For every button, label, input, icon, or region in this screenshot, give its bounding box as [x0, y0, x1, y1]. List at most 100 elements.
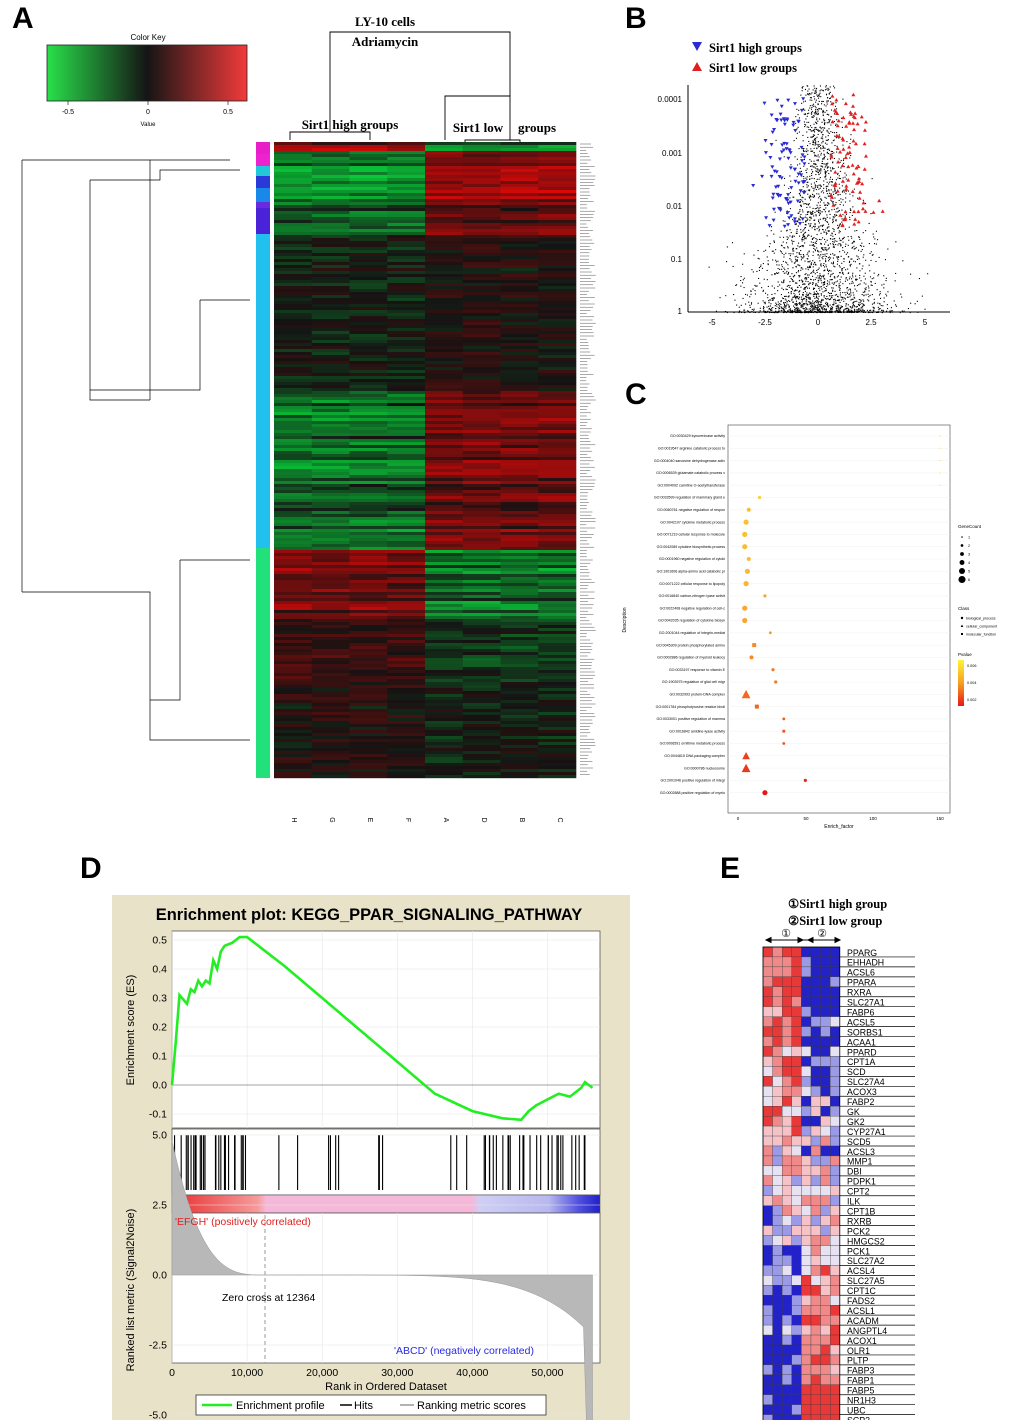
heatmap-cell — [500, 370, 539, 374]
volcano-point — [827, 280, 829, 282]
legend-pvalue-tick: 0.004 — [967, 681, 977, 685]
volcano-point — [771, 285, 773, 287]
heatmap-cell — [387, 208, 426, 212]
volcano-point — [805, 220, 807, 222]
volcano-point — [832, 228, 834, 230]
volcano-point — [814, 293, 816, 295]
volcano-point — [842, 311, 844, 313]
volcano-point — [841, 270, 843, 272]
heatmap-cell — [425, 334, 464, 338]
volcano-point — [870, 251, 872, 253]
volcano-point — [828, 248, 830, 250]
heatmap-cell — [462, 484, 501, 488]
heatmap-cell — [387, 691, 426, 695]
heatmap-cell — [311, 538, 350, 542]
heatmap-cell — [274, 343, 313, 347]
volcano-point — [856, 255, 858, 257]
heatmap-cell — [500, 679, 539, 683]
volcano-point — [829, 119, 831, 121]
heatmap-cell — [462, 199, 501, 203]
heatmap-cell — [462, 238, 501, 242]
volcano-point — [793, 196, 795, 198]
heatmap-cell — [311, 301, 350, 305]
volcano-point — [827, 284, 829, 286]
heatmap-cell — [349, 322, 388, 326]
heatmap-cell — [462, 412, 501, 416]
volcano-point — [850, 292, 852, 294]
heatmap-cell — [274, 490, 313, 494]
volcano-point — [848, 261, 850, 263]
heatmap-cell — [311, 208, 350, 212]
volcano-point — [836, 306, 838, 308]
volcano-point — [819, 118, 821, 120]
volcano-point — [809, 308, 811, 310]
heatmap-cell — [311, 547, 350, 551]
volcano-point — [814, 288, 816, 290]
volcano-point — [783, 280, 785, 282]
volcano-point — [828, 183, 830, 185]
volcano-point — [775, 261, 777, 263]
heatmap-cell — [500, 220, 539, 224]
heatmap-cell — [349, 553, 388, 557]
volcano-point-high — [800, 217, 805, 221]
volcano-point — [861, 294, 863, 296]
heatmap-cell — [387, 217, 426, 221]
heatmap-cell — [538, 436, 577, 440]
heatmap-cell — [387, 331, 426, 335]
volcano-point — [889, 312, 891, 314]
heatmap-cell — [500, 412, 539, 416]
volcano-point — [815, 308, 817, 310]
heatmap-cell — [311, 457, 350, 461]
heatmap-cell — [538, 388, 577, 392]
volcano-point — [793, 305, 795, 307]
heatmap-cell — [274, 376, 313, 380]
heatmap-cell — [311, 385, 350, 389]
volcano-point — [798, 242, 800, 244]
go-term-label: GO:0045309 protein phosphorylated amino — [656, 643, 725, 647]
heatmap-cell — [311, 319, 350, 323]
volcano-point — [813, 308, 815, 310]
volcano-point — [817, 285, 819, 287]
heatmap-cell — [538, 169, 577, 173]
volcano-point — [847, 268, 849, 270]
volcano-point — [834, 254, 836, 256]
volcano-point — [816, 178, 818, 180]
heatmap-cell — [538, 499, 577, 503]
heatmap-cell — [311, 232, 350, 236]
volcano-point — [796, 158, 798, 160]
heatmap-cell — [311, 622, 350, 626]
heatmap-cell — [387, 670, 426, 674]
volcano-point — [823, 118, 825, 120]
volcano-point — [812, 194, 814, 196]
volcano-point — [841, 121, 843, 123]
heatmap-cell — [500, 670, 539, 674]
heatmap-cell — [462, 187, 501, 191]
volcano-point — [810, 195, 812, 197]
volcano-point — [809, 219, 811, 221]
volcano-point — [927, 273, 929, 275]
heatmap-cell — [387, 481, 426, 485]
volcano-point — [829, 276, 831, 278]
heatmap-cell — [349, 340, 388, 344]
heatmap-cell — [274, 148, 313, 152]
volcano-point — [832, 161, 834, 163]
heatmap-cell — [274, 646, 313, 650]
volcano-point — [822, 140, 824, 142]
heatmap-cell — [425, 232, 464, 236]
volcano-point-high — [798, 221, 803, 226]
heatmap-cell — [349, 232, 388, 236]
heatmap-cell — [274, 706, 313, 710]
volcano-point — [801, 279, 803, 281]
volcano-point — [777, 311, 779, 313]
heatmap-cell — [349, 406, 388, 410]
heatmap-cell — [462, 658, 501, 662]
heatmap-cell — [500, 682, 539, 686]
volcano-point — [824, 127, 826, 129]
heatmap-cell — [311, 163, 350, 167]
go-bubble — [742, 531, 748, 537]
heatmap-cell — [500, 646, 539, 650]
heatmap-cell — [311, 433, 350, 437]
heatmap-cell — [349, 499, 388, 503]
volcano-point — [807, 261, 809, 263]
heatmap-cell — [311, 613, 350, 617]
